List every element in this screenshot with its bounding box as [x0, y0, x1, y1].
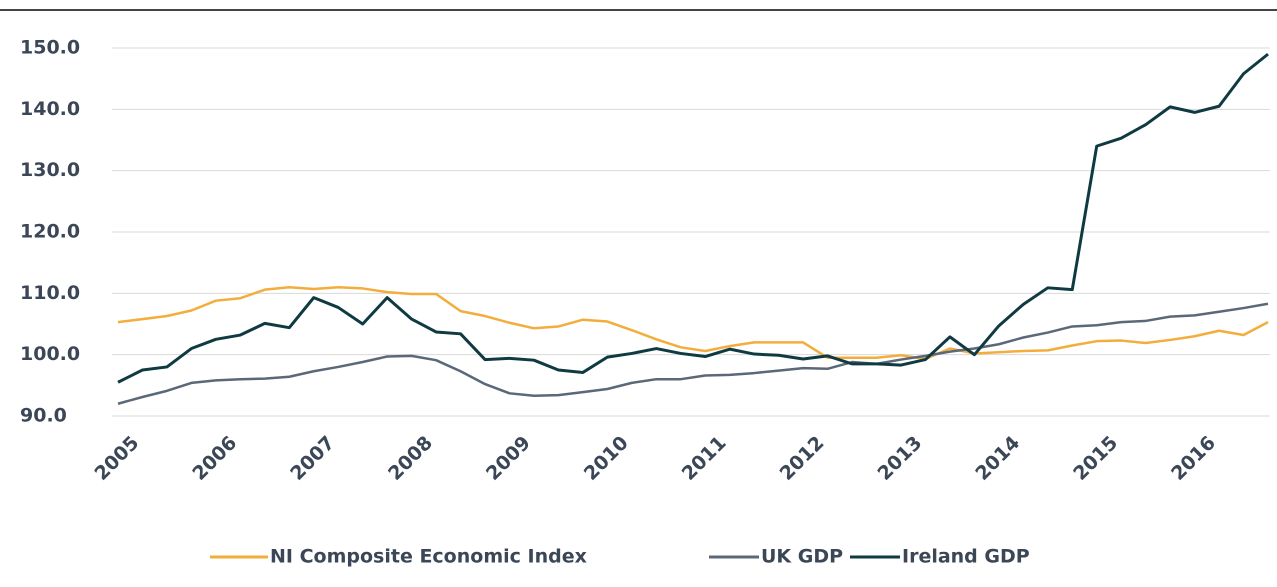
y-tick-label: 90.0	[20, 405, 67, 427]
x-tick-label: 2013	[873, 432, 926, 485]
series-line	[117, 285, 1269, 361]
x-tick-label: 2005	[90, 432, 143, 485]
legend-label: Ireland GDP	[902, 546, 1030, 568]
y-tick-label: 100.0	[20, 343, 80, 365]
x-tick-label: 2015	[1069, 432, 1122, 485]
x-tick-label: 2012	[776, 432, 829, 485]
x-tick-label: 2011	[678, 432, 731, 485]
y-tick-label: 140.0	[20, 98, 80, 120]
x-tick-label: 2014	[971, 432, 1024, 485]
y-tick-label: 150.0	[20, 37, 80, 59]
x-tick-label: 2006	[188, 432, 241, 485]
x-tick-label: 2008	[384, 432, 437, 485]
x-tick-label: 2010	[580, 432, 633, 485]
x-tick-label: 2007	[286, 432, 339, 485]
series-line	[117, 302, 1269, 405]
legend-label: NI Composite Economic Index	[270, 546, 587, 568]
x-tick-label: 2016	[1167, 432, 1220, 485]
y-tick-label: 110.0	[20, 282, 80, 304]
y-tick-label: 120.0	[20, 221, 80, 243]
x-tick-label: 2009	[482, 432, 535, 485]
legend-label: UK GDP	[761, 546, 843, 568]
series-line	[117, 52, 1269, 384]
y-tick-label: 130.0	[20, 159, 80, 181]
